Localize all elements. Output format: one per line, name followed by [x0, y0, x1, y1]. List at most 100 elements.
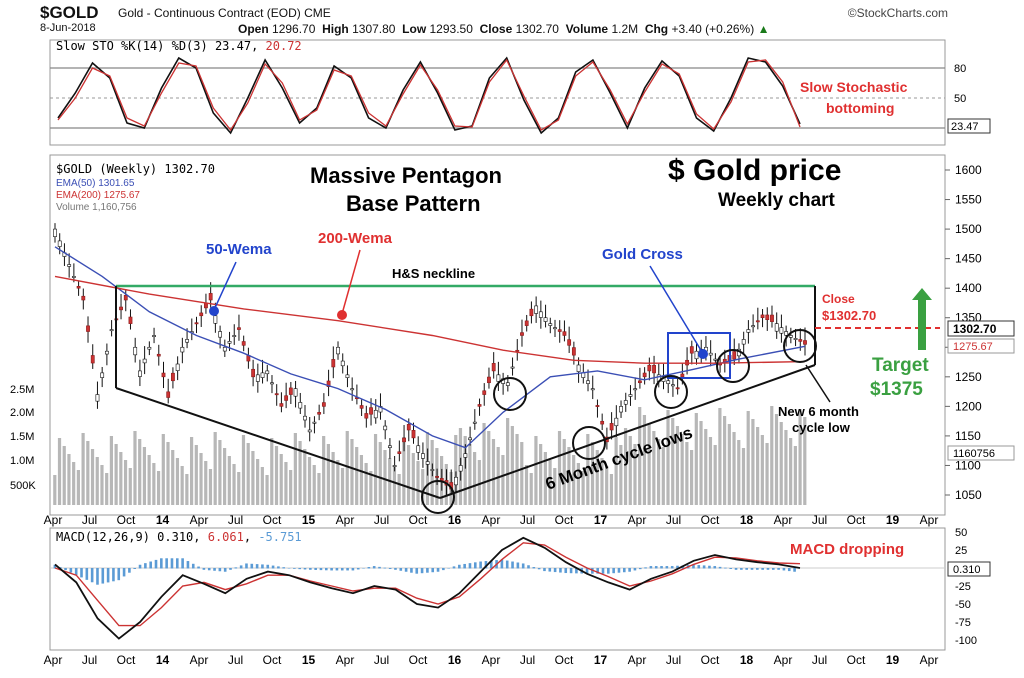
target-value: $1375	[870, 379, 923, 400]
volume-bar	[161, 434, 165, 505]
volume-bar	[397, 474, 401, 505]
macd-histogram-bar	[505, 560, 509, 569]
volume-bar	[204, 461, 208, 505]
volume-bar	[326, 444, 330, 505]
volume-bar	[293, 433, 297, 505]
stoch-line-pct-d	[57, 58, 801, 132]
macd-histogram-bar	[463, 563, 466, 569]
volume-bar	[90, 449, 95, 505]
macd-histogram-bar	[175, 558, 179, 569]
price-candle-body	[180, 346, 185, 353]
macd-histogram-bar	[255, 564, 259, 569]
macd-histogram-bar	[516, 562, 520, 569]
volume-bar	[355, 447, 359, 505]
volume-bar	[383, 450, 387, 505]
volume-bar	[180, 466, 184, 505]
price-candle-body	[213, 315, 218, 324]
macd-histogram-bar	[761, 568, 764, 570]
price-panel-frame	[49, 154, 946, 516]
macd-histogram-bar	[638, 568, 642, 570]
price-last-badge	[947, 320, 1015, 337]
brand-link[interactable]: ©StockCharts.com	[847, 6, 948, 20]
price-candle-body	[760, 314, 765, 319]
stochastic-panel-frame	[49, 39, 946, 146]
pentagon-lower-left-edge	[115, 387, 441, 499]
volume-bar	[694, 413, 698, 505]
macd-histogram-bar	[793, 568, 796, 572]
x-tick-label: 16	[448, 513, 462, 527]
volume-bar	[317, 473, 321, 505]
volume-bar	[138, 439, 142, 505]
volume-bar	[671, 418, 675, 505]
volume-bar	[656, 439, 661, 505]
volume-bar	[605, 466, 609, 505]
volume-bar	[760, 435, 764, 505]
price-candle-body	[133, 346, 138, 356]
price-candle-body	[303, 415, 307, 421]
price-candle-body	[614, 417, 619, 427]
macd-histogram-bar	[218, 568, 222, 572]
macd-histogram-bar	[144, 563, 147, 569]
macd-histogram-bar	[670, 566, 674, 569]
x-tick-label: Oct	[117, 513, 136, 527]
price-candle-body	[774, 323, 779, 332]
volume-bar	[62, 446, 66, 505]
price-candle-body	[708, 352, 713, 356]
macd-histogram-bar	[575, 568, 578, 574]
price-tick-label: 1100	[955, 458, 981, 472]
x-tick-label: Apr	[44, 653, 63, 667]
volume-bar	[359, 455, 364, 505]
macd-histogram-bar	[458, 564, 461, 569]
x-tick-label: Jul	[82, 653, 97, 667]
macd-tick-label: -50	[955, 599, 971, 611]
volume-bar	[553, 468, 557, 505]
macd-histogram-bar	[314, 568, 317, 570]
macd-histogram-bar	[660, 566, 663, 569]
x-tick-label: 18	[740, 513, 754, 527]
macd-histogram-bar	[426, 568, 429, 573]
gold-cross-pointer	[649, 265, 703, 353]
chg-value: +3.40 (+0.26%)	[671, 22, 755, 36]
macd-histogram-bar	[559, 568, 562, 573]
cycle-low-circle	[572, 426, 606, 460]
macd-histogram-bar	[207, 568, 211, 571]
price-candle-body	[600, 420, 605, 425]
gold-cross-dot	[698, 349, 708, 359]
volume-bar	[496, 447, 500, 505]
price-candle-body	[510, 366, 515, 369]
volume-bar	[227, 456, 231, 505]
price-candle-body	[340, 360, 345, 367]
macd-histogram-bar	[676, 565, 679, 569]
pentagon-title-line2: Base Pattern	[346, 191, 481, 216]
volume-bar	[416, 461, 420, 505]
price-candle-body	[53, 228, 57, 237]
volume-bar	[737, 440, 741, 505]
price-candle-body	[307, 429, 312, 433]
low-label: Low	[402, 22, 427, 36]
volume-bar	[473, 452, 477, 505]
price-candle-body	[666, 380, 671, 384]
price-candle-body	[571, 347, 576, 356]
macd-histogram-bar	[410, 568, 413, 573]
price-candle-body	[567, 339, 572, 346]
macd-histogram-bar	[649, 566, 653, 569]
price-candle-body	[331, 359, 336, 368]
new-cycle-low-pointer	[805, 364, 831, 403]
macd-histogram-bar	[500, 559, 504, 569]
x-tick-label: 15	[302, 513, 316, 527]
price-candle-body	[482, 390, 487, 395]
volume-bar	[312, 465, 316, 505]
macd-histogram-bar	[80, 568, 83, 578]
volume-bar	[614, 437, 618, 505]
x-tick-label: Apr	[336, 513, 355, 527]
price-candle-body	[270, 382, 274, 385]
macd-histogram-bar	[537, 568, 541, 570]
price-tick-label: 1400	[955, 281, 982, 295]
x-tick-label: Oct	[847, 513, 866, 527]
price-candle-body	[788, 335, 793, 338]
volume-bar	[468, 444, 472, 505]
macd-histogram-bar	[335, 568, 339, 571]
price-candle-body	[553, 327, 557, 330]
price-candle-body	[675, 387, 680, 390]
